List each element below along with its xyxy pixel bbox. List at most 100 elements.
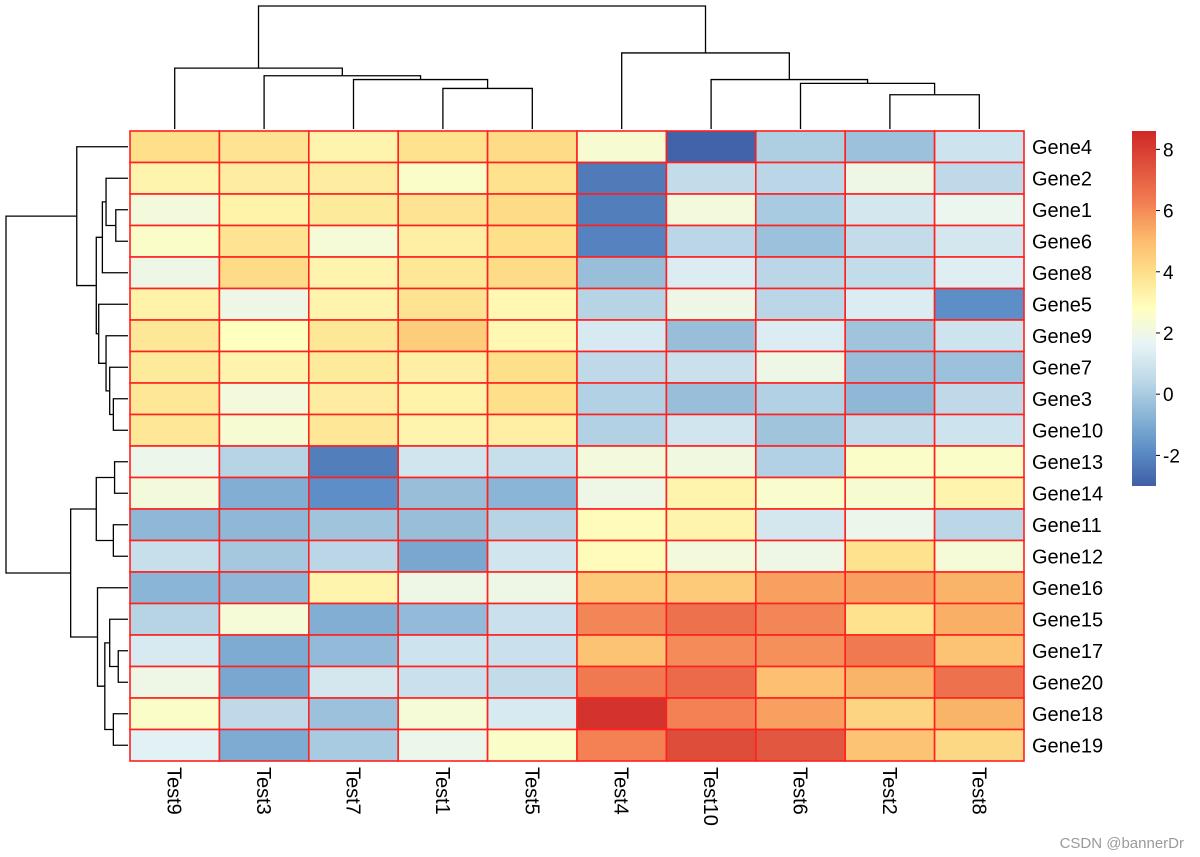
heatmap-cell — [933, 728, 1025, 762]
heatmap-cell — [576, 728, 668, 762]
heatmap-cell — [397, 571, 489, 605]
dendrogram-branch — [710, 78, 869, 129]
row-label: Gene11 — [1032, 515, 1102, 537]
heatmap-cell — [576, 476, 668, 510]
column-label: Test4 — [610, 767, 632, 815]
heatmap-cell — [844, 602, 936, 636]
row-label: Gene13 — [1032, 452, 1103, 474]
dendrogram-branch — [105, 177, 128, 227]
row-label: Gene2 — [1032, 168, 1092, 190]
heatmap-cell — [754, 161, 846, 195]
dendrogram-branch — [115, 209, 128, 242]
dendrogram-branch — [5, 215, 77, 574]
heatmap-cell — [844, 130, 936, 164]
dendrogram-branch — [442, 87, 533, 129]
heatmap-cell — [218, 697, 310, 731]
column-label: Test5 — [520, 767, 542, 815]
heatmap-cell — [844, 224, 936, 258]
heatmap-cell — [576, 382, 668, 416]
heatmap-cell — [754, 287, 846, 321]
heatmap-cell — [307, 319, 399, 353]
watermark: CSDN @bannerDr — [1060, 835, 1184, 852]
heatmap-cell — [754, 256, 846, 290]
heatmap-cell — [486, 256, 578, 290]
heatmap-cell — [665, 728, 757, 762]
heatmap-cell — [665, 413, 757, 447]
heatmap-cell — [307, 382, 399, 416]
row-label: Gene6 — [1032, 231, 1092, 253]
heatmap-cell — [665, 319, 757, 353]
heatmap-cell — [576, 571, 668, 605]
column-label: Test3 — [252, 767, 274, 815]
heatmap-cell — [397, 193, 489, 227]
color-legend: -2 0 2 4 6 8 — [1132, 131, 1180, 486]
legend-tick-label: 6 — [1163, 202, 1174, 223]
column-label: Test6 — [789, 767, 811, 815]
heatmap-cell — [307, 539, 399, 573]
heatmap-cell — [576, 224, 668, 258]
row-label: Gene5 — [1032, 294, 1092, 316]
heatmap-cell — [129, 508, 221, 542]
heatmap-cell — [307, 350, 399, 384]
heatmap-cell — [307, 161, 399, 195]
heatmap-cell — [397, 256, 489, 290]
heatmap-cell — [129, 130, 221, 164]
heatmap-cell — [218, 193, 310, 227]
heatmap-cell — [307, 445, 399, 479]
column-label: Test9 — [163, 767, 185, 815]
heatmap-cell — [486, 728, 578, 762]
heatmap-cell — [218, 287, 310, 321]
row-label: Gene18 — [1032, 704, 1103, 726]
heatmap-cell — [576, 508, 668, 542]
heatmap-cell — [933, 508, 1025, 542]
heatmap-cell — [397, 350, 489, 384]
heatmap-cell — [397, 413, 489, 447]
heatmap-cell — [933, 161, 1025, 195]
row-label: Gene15 — [1032, 609, 1103, 631]
heatmap-cell — [486, 697, 578, 731]
heatmap-cell — [844, 382, 936, 416]
heatmap-cell — [933, 665, 1025, 699]
column-label: Test1 — [431, 767, 453, 815]
heatmap-cell — [486, 634, 578, 668]
heatmap-cell — [307, 602, 399, 636]
legend-tick-label: 2 — [1163, 324, 1174, 345]
heatmap-cell — [486, 193, 578, 227]
heatmap-cell — [486, 508, 578, 542]
heatmap-cell — [129, 634, 221, 668]
heatmap-cell — [397, 476, 489, 510]
column-label: Test7 — [342, 767, 364, 815]
heatmap-cell — [576, 539, 668, 573]
heatmap-cell — [307, 224, 399, 258]
row-label: Gene1 — [1032, 200, 1092, 222]
heatmap-cell — [218, 413, 310, 447]
heatmap-cell — [933, 602, 1025, 636]
heatmap-cell — [397, 224, 489, 258]
heatmap-cell — [129, 413, 221, 447]
row-dendrogram — [5, 146, 128, 746]
heatmap-cell — [844, 193, 936, 227]
heatmap-cell — [218, 350, 310, 384]
row-label: Gene7 — [1032, 357, 1092, 379]
heatmap-cell — [218, 161, 310, 195]
heatmap-cell — [933, 350, 1025, 384]
heatmap-cell — [844, 287, 936, 321]
heatmap-cell — [486, 350, 578, 384]
column-label: Test2 — [878, 767, 900, 815]
heatmap-cell — [218, 130, 310, 164]
column-dendrogram — [174, 5, 980, 129]
heatmap-cell — [754, 665, 846, 699]
heatmap-cell — [218, 728, 310, 762]
heatmap-cell — [665, 508, 757, 542]
heatmap-cell — [486, 665, 578, 699]
heatmap-cell — [218, 445, 310, 479]
heatmap-cell — [129, 256, 221, 290]
heatmap-cell — [129, 539, 221, 573]
heatmap-cell — [486, 319, 578, 353]
heatmap-cell — [576, 193, 668, 227]
heatmap-cell — [397, 508, 489, 542]
heatmap-cell — [129, 697, 221, 731]
heatmap-cell — [307, 697, 399, 731]
heatmap-cell — [307, 413, 399, 447]
heatmap-cell — [218, 602, 310, 636]
